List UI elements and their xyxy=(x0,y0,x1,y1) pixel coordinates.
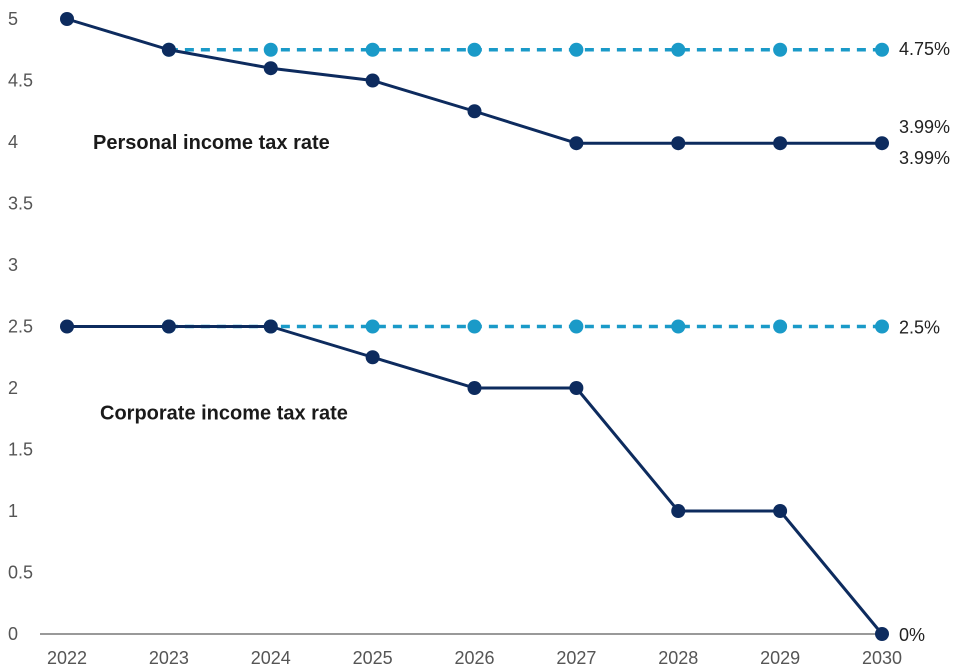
data-point xyxy=(671,136,685,150)
data-point xyxy=(60,12,74,26)
data-point xyxy=(264,61,278,75)
data-point xyxy=(773,504,787,518)
data-point xyxy=(671,43,685,57)
data-point xyxy=(569,43,583,57)
y-tick-label: 1 xyxy=(8,501,18,521)
series-line xyxy=(67,327,882,635)
data-point xyxy=(468,104,482,118)
y-tick-label: 1.5 xyxy=(8,440,33,460)
data-point xyxy=(569,381,583,395)
series-annotation: Personal income tax rate xyxy=(93,132,330,154)
series-2 xyxy=(60,12,889,150)
y-tick-label: 2.5 xyxy=(8,317,33,337)
x-tick-label: 2028 xyxy=(658,648,698,668)
y-tick-label: 4 xyxy=(8,132,18,152)
annotations: Personal income tax rate Corporate income… xyxy=(93,132,348,425)
y-tick-label: 4.5 xyxy=(8,71,33,91)
y-axis-ticks: 0 0.5 1 1.5 2 2.5 3 3.5 4 4.5 5 xyxy=(8,9,33,644)
end-value-label: 3.99% xyxy=(899,148,950,168)
data-point xyxy=(875,136,889,150)
data-point xyxy=(468,43,482,57)
data-point xyxy=(875,627,889,641)
end-value-label: 2.5% xyxy=(899,318,940,338)
data-point xyxy=(366,43,380,57)
data-point xyxy=(773,136,787,150)
x-tick-label: 2027 xyxy=(556,648,596,668)
x-tick-label: 2030 xyxy=(862,648,902,668)
y-tick-label: 5 xyxy=(8,9,18,29)
y-tick-label: 3.5 xyxy=(8,194,33,214)
x-tick-label: 2022 xyxy=(47,648,87,668)
x-tick-label: 2025 xyxy=(353,648,393,668)
x-axis-ticks: 2022 2023 2024 2025 2026 2027 2028 2029 2030 xyxy=(47,648,902,668)
series-layer xyxy=(60,12,889,641)
data-point xyxy=(162,320,176,334)
series-annotation: Corporate income tax rate xyxy=(100,403,348,425)
y-tick-label: 2 xyxy=(8,378,18,398)
data-point xyxy=(60,320,74,334)
y-tick-label: 3 xyxy=(8,255,18,275)
data-point xyxy=(671,320,685,334)
data-point xyxy=(366,74,380,88)
y-tick-label: 0 xyxy=(8,624,18,644)
series-line xyxy=(67,19,882,143)
data-point xyxy=(366,350,380,364)
data-point xyxy=(875,320,889,334)
data-point xyxy=(875,43,889,57)
x-tick-label: 2026 xyxy=(454,648,494,668)
x-tick-label: 2024 xyxy=(251,648,291,668)
y-tick-label: 0.5 xyxy=(8,563,33,583)
end-labels: 4.75% 3.99% 3.99% 2.5% 0% xyxy=(899,39,950,645)
data-point xyxy=(468,381,482,395)
data-point xyxy=(264,320,278,334)
end-value-label: 4.75% xyxy=(899,39,950,59)
data-point xyxy=(773,320,787,334)
x-tick-label: 2023 xyxy=(149,648,189,668)
data-point xyxy=(264,43,278,57)
data-point xyxy=(671,504,685,518)
series-3 xyxy=(60,320,889,642)
x-tick-label: 2029 xyxy=(760,648,800,668)
end-value-label: 3.99% xyxy=(899,117,950,137)
data-point xyxy=(773,43,787,57)
data-point xyxy=(366,320,380,334)
series-0 xyxy=(162,43,889,57)
data-point xyxy=(569,136,583,150)
data-point xyxy=(468,320,482,334)
data-point xyxy=(569,320,583,334)
data-point xyxy=(162,43,176,57)
end-value-label: 0% xyxy=(899,625,925,645)
